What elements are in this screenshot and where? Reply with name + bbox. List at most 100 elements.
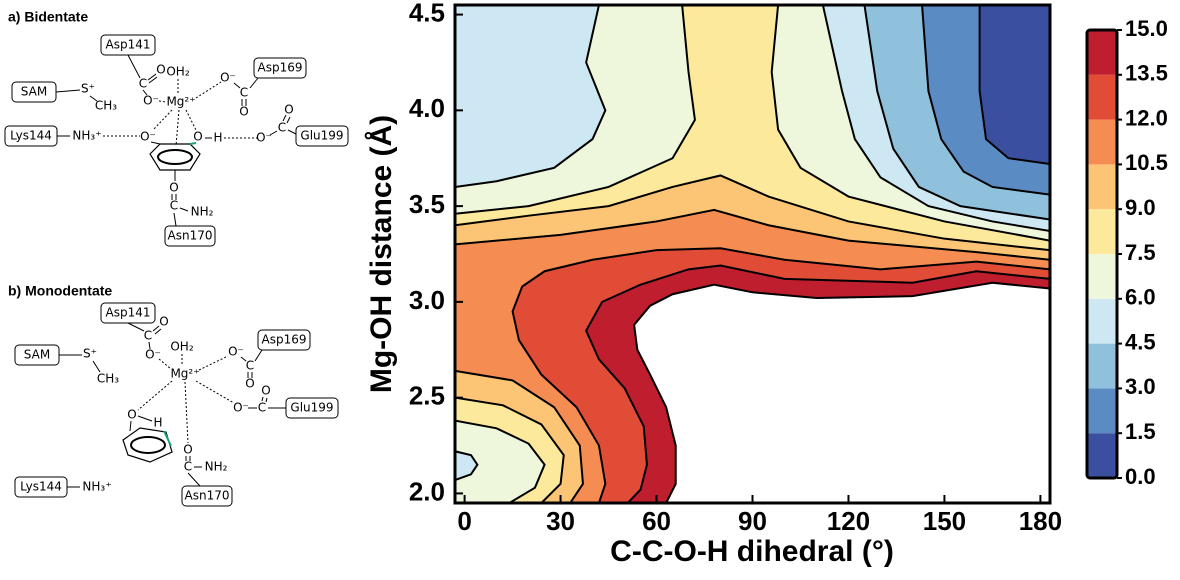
- label: Asn170: [168, 229, 213, 243]
- colorbar-band: [1087, 30, 1117, 75]
- label: O: [156, 63, 165, 77]
- bond: [233, 82, 241, 89]
- coordination: [195, 81, 222, 99]
- bond: [147, 73, 157, 81]
- box: [295, 125, 349, 147]
- contour-line: [770, 5, 1050, 242]
- bond: [152, 325, 160, 332]
- bond: [129, 420, 132, 432]
- label: C: [184, 460, 192, 474]
- bond: [137, 415, 153, 422]
- coordination: [184, 381, 189, 444]
- y-tick-label: 4.5: [409, 0, 445, 27]
- label: CH₃: [95, 99, 117, 113]
- label: C: [246, 359, 254, 373]
- label: Asp141: [106, 38, 151, 52]
- box: [285, 397, 339, 419]
- colorbar-tick-label: 0.0: [1125, 464, 1156, 489]
- contour-line: [821, 5, 1050, 233]
- bond: [148, 76, 158, 84]
- box: [100, 34, 156, 56]
- label: C: [240, 86, 248, 100]
- colorbar-tick-label: 10.5: [1125, 150, 1168, 175]
- diagram-a: a) Bidentate Asp141 C O O⁻ OH₂ Mg²⁺ O⁻ C…: [4, 9, 349, 247]
- colorbar-tick-label: 1.5: [1125, 419, 1156, 444]
- label: O: [169, 181, 178, 195]
- y-axis-label: Mg-OH distance (Å): [365, 115, 398, 393]
- label: Glu199: [300, 129, 343, 143]
- colorbar-tick-label: 4.5: [1125, 329, 1156, 354]
- label: NH₃⁺: [72, 129, 101, 143]
- ring-aromatic: [157, 149, 193, 165]
- label: O⁻: [220, 71, 236, 85]
- coordination: [152, 109, 173, 131]
- label: Asp169: [258, 61, 303, 75]
- bond: [89, 95, 98, 102]
- label: Lys144: [10, 129, 52, 143]
- bond: [254, 349, 263, 362]
- colorbar-band: [1087, 343, 1117, 389]
- colorbar-tick-label: 12.0: [1125, 105, 1168, 130]
- bond: [163, 430, 172, 447]
- contour-line: [633, 281, 1050, 503]
- y-tick-label: 3.0: [409, 285, 445, 315]
- label: H: [153, 416, 162, 430]
- label: C: [258, 401, 266, 415]
- coordination: [198, 355, 229, 371]
- label: O⁻: [228, 345, 244, 359]
- label: O⁻: [233, 401, 249, 415]
- bond: [269, 130, 278, 136]
- label: O: [261, 384, 270, 398]
- colorbar-band: [1087, 388, 1117, 434]
- coordination: [137, 380, 173, 411]
- diagram-b: b) Monodentate Asp141 C O O⁻ OH₂ Mg²⁺ O⁻…: [8, 283, 339, 507]
- x-tick-label: 90: [738, 506, 767, 536]
- label: Asp169: [262, 333, 307, 347]
- contour-line: [455, 396, 565, 503]
- box: [253, 57, 307, 79]
- contour-line: [511, 247, 1050, 503]
- bond: [142, 89, 148, 96]
- colorbar-tick-label: 6.0: [1125, 285, 1156, 310]
- label: O⁻: [256, 131, 272, 145]
- label: O⁻: [145, 348, 161, 362]
- coordination: [158, 100, 167, 103]
- contour-line: [978, 5, 1050, 165]
- contour-line: [455, 419, 546, 503]
- box: [257, 329, 311, 351]
- label: O: [239, 105, 248, 119]
- bond: [286, 116, 291, 124]
- contour-line: [455, 450, 479, 481]
- contour-line: [455, 5, 696, 215]
- bond: [127, 54, 141, 79]
- ring: [122, 427, 173, 463]
- x-tick-label: 30: [546, 506, 575, 536]
- bond: [127, 322, 145, 332]
- coordination: [185, 109, 197, 131]
- label: O: [159, 315, 168, 329]
- contour-line: [585, 264, 1050, 503]
- label: NH₃⁺: [82, 480, 111, 494]
- label: NH₂: [191, 205, 214, 219]
- label: CH₃: [97, 372, 119, 386]
- chart: C-C-O-H dihedral (°) Mg-OH distance (Å) …: [365, 0, 1168, 568]
- label: NH₂: [205, 460, 228, 474]
- label: C: [170, 199, 178, 213]
- label: Mg²⁺: [170, 367, 199, 381]
- bond: [179, 207, 189, 212]
- bond: [173, 212, 177, 227]
- colorbar-band: [1087, 119, 1117, 165]
- coordination: [175, 109, 180, 147]
- bond: [240, 356, 247, 362]
- box: [164, 225, 216, 247]
- label: Asp141: [106, 306, 151, 320]
- label: C: [278, 121, 286, 135]
- contour-line: [921, 5, 1050, 196]
- y-tick-label: 2.0: [409, 476, 445, 506]
- label: Mg²⁺: [166, 95, 195, 109]
- colorbar-tick-label: 9.0: [1125, 195, 1156, 220]
- coordination: [195, 380, 235, 404]
- colorbar-tick-label: 15.0: [1125, 16, 1168, 41]
- label: O: [183, 443, 192, 457]
